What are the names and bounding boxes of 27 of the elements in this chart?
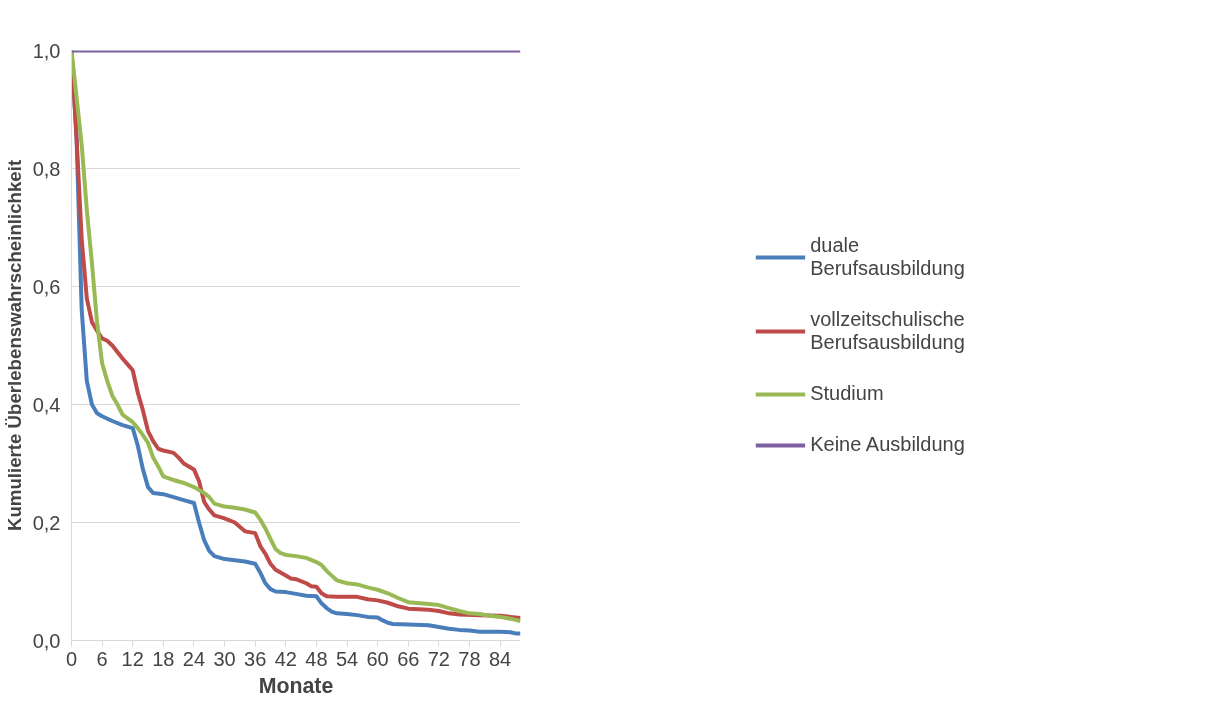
x-axis-title: Monate — [258, 673, 334, 698]
legend-label: Studium — [810, 382, 884, 405]
y-tick-label: 0,4 — [32, 393, 61, 416]
x-tick-label: 48 — [305, 647, 328, 670]
x-tick-label: 54 — [335, 647, 359, 670]
x-tick-label: 0 — [65, 647, 78, 670]
legend-label: duale Berufsausbildung — [810, 234, 965, 280]
x-tick-label: 12 — [121, 647, 144, 670]
x-tick-label: 42 — [274, 647, 297, 670]
x-tick-label: 6 — [96, 647, 108, 670]
x-tick-label: 18 — [152, 647, 175, 670]
y-tick-label: 0,8 — [32, 157, 61, 180]
y-tick-label: 0,2 — [32, 511, 61, 534]
legend-label: Keine Ausbildung — [810, 433, 965, 456]
x-tick-label: 66 — [397, 647, 420, 670]
y-tick-label: 0,6 — [32, 275, 61, 298]
y-axis-title: Kumulierte Überlebenswahrscheinlichkeit — [3, 159, 25, 532]
x-tick-label: 72 — [427, 647, 450, 670]
y-tick-label: 1,0 — [32, 39, 61, 62]
x-tick-label: 24 — [182, 647, 206, 670]
x-tick-label: 84 — [488, 647, 512, 670]
y-tick-label: 0,0 — [32, 629, 61, 652]
x-tick-label: 60 — [366, 647, 389, 670]
x-tick-label: 78 — [458, 647, 481, 670]
x-tick-label: 30 — [213, 647, 236, 670]
legend-label: vollzeitschulische Berufsausbildung — [810, 308, 965, 354]
x-tick-label: 36 — [244, 647, 267, 670]
